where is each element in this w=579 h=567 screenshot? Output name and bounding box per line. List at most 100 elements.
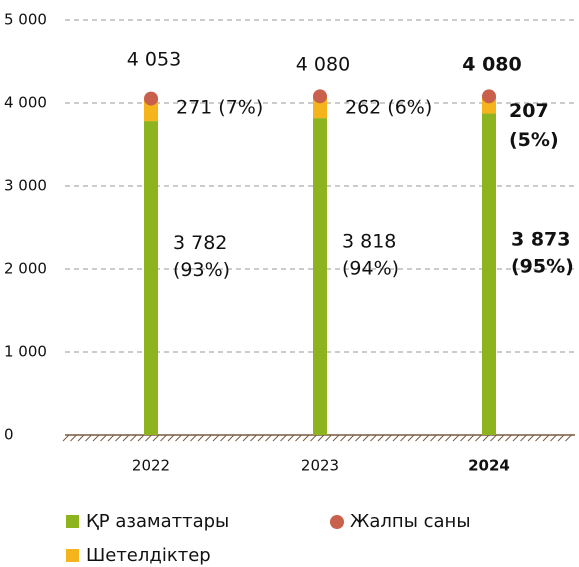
ground-hatch: [385, 434, 392, 442]
total-dot: [144, 91, 158, 106]
label-line: 3 873: [511, 228, 577, 250]
ground-hatch: [437, 434, 445, 442]
label-line: 3 782: [173, 232, 233, 254]
y-tick-label: 4 000: [4, 94, 47, 112]
ground-hatch: [482, 434, 490, 442]
bar-segment: [313, 118, 327, 435]
ground-hatch: [460, 434, 467, 442]
ground-hatch: [152, 434, 160, 442]
ground-hatch: [212, 434, 220, 442]
y-tick-label: 3 000: [4, 177, 47, 195]
legend-swatch: [66, 549, 79, 562]
ground-hatch: [565, 434, 572, 442]
x-tick-label: 2024: [468, 457, 510, 475]
ground-hatch: [505, 434, 512, 442]
ground-hatch: [347, 434, 355, 442]
ground-hatch: [430, 434, 437, 442]
ground-hatch: [250, 434, 257, 442]
ground-hatch: [535, 434, 542, 442]
label-line: (93%): [173, 259, 230, 281]
ground-hatch: [520, 434, 527, 442]
value-label: 3 782 (93%): [173, 232, 233, 281]
ground-hatch: [310, 434, 317, 442]
label-line: (94%): [342, 257, 399, 279]
ground-hatch: [107, 434, 115, 442]
ground-hatch: [317, 434, 325, 442]
bar-segment: [144, 121, 158, 436]
ground-hatch: [325, 434, 332, 442]
legend-label: ҚР азаматтары: [86, 511, 229, 532]
label-line: 3 818: [342, 230, 402, 252]
value-label: 3 818 (94%): [342, 230, 402, 279]
ground-hatch: [190, 434, 197, 442]
ground-hatch: [302, 434, 310, 442]
value-label: 271 (7%): [176, 97, 263, 119]
y-tick-label: 0: [4, 426, 14, 444]
ground-hatch: [332, 434, 340, 442]
ground-hatch: [557, 434, 565, 442]
ground-hatch: [287, 434, 295, 442]
ground-hatch: [467, 434, 475, 442]
legend-label: Жалпы саны: [350, 511, 471, 532]
label-line: (95%): [511, 255, 574, 277]
legend-label: Шетелдіктер: [86, 545, 211, 566]
ground-hatch: [490, 434, 497, 442]
ground-hatch: [122, 434, 130, 442]
total-label: 4 080: [296, 54, 350, 76]
ground-hatch: [115, 434, 122, 442]
ground-hatch: [167, 434, 175, 442]
ground-hatch: [160, 434, 167, 442]
ground-hatch: [295, 434, 302, 442]
ground-hatch: [235, 434, 242, 442]
ground-hatch: [242, 434, 250, 442]
legend-swatch: [330, 515, 344, 529]
total-label: 4 053: [127, 49, 181, 71]
ground-hatch: [272, 434, 280, 442]
value-label: 207 (5%): [509, 100, 559, 151]
ground-hatch: [550, 434, 557, 442]
value-label: 262 (6%): [345, 97, 432, 119]
ground-hatch: [370, 434, 377, 442]
ground-hatch: [257, 434, 265, 442]
ground-hatch: [407, 434, 415, 442]
legend-swatch: [66, 515, 79, 528]
ground-hatch: [445, 434, 452, 442]
ground-hatch: [527, 434, 535, 442]
ground-hatch: [137, 434, 145, 442]
ground-hatch: [362, 434, 370, 442]
label-line: (5%): [509, 129, 559, 151]
ground-hatch: [100, 434, 107, 442]
total-dot: [482, 89, 496, 104]
ground-hatch: [220, 434, 227, 442]
ground-hatch: [265, 434, 272, 442]
ground-hatch: [175, 434, 182, 442]
ground-hatch: [415, 434, 422, 442]
ground-hatch: [422, 434, 430, 442]
y-tick-label: 5 000: [4, 11, 47, 29]
ground-hatch: [452, 434, 460, 442]
label-line: 207: [509, 100, 555, 122]
ground-hatch: [497, 434, 505, 442]
ground-hatch: [355, 434, 362, 442]
ground-hatch: [475, 434, 482, 442]
ground-hatch: [340, 434, 347, 442]
bar-segment: [482, 113, 496, 435]
ground-hatch: [392, 434, 400, 442]
total-dot: [313, 89, 327, 104]
x-tick-label: 2022: [132, 457, 170, 475]
value-label: 3 873 (95%): [511, 228, 577, 277]
ground-hatch: [70, 434, 77, 442]
ground-hatch: [197, 434, 205, 442]
ground-hatch: [377, 434, 385, 442]
ground-hatch: [205, 434, 212, 442]
y-tick-label: 1 000: [4, 343, 47, 361]
ground-hatch: [182, 434, 190, 442]
ground-hatch: [400, 434, 407, 442]
total-label: 4 080: [462, 54, 522, 76]
ground-hatch: [62, 434, 70, 442]
ground-hatch: [130, 434, 137, 442]
ground-hatch: [280, 434, 287, 442]
ground-hatch: [227, 434, 235, 442]
ground-hatch: [92, 434, 100, 442]
